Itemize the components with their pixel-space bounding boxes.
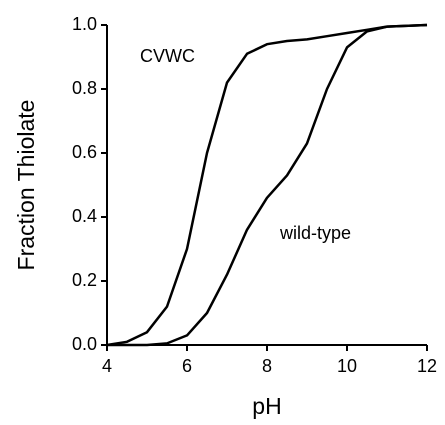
y-tick-label: 0.4 [72, 206, 97, 226]
x-axis-title: pH [252, 393, 281, 419]
y-tick-label: 0.0 [72, 334, 97, 354]
y-tick-label: 1.0 [72, 14, 97, 34]
y-tick-label: 0.8 [72, 78, 97, 98]
x-tick-label: 4 [102, 356, 112, 376]
y-tick-label: 0.6 [72, 142, 97, 162]
series-label: wild-type [279, 223, 351, 243]
x-tick-label: 12 [417, 356, 437, 376]
series-line [107, 23, 428, 347]
y-tick-label: 0.2 [72, 270, 97, 290]
series-label: CVWC [140, 46, 195, 66]
y-axis-title: Fraction Thiolate [13, 100, 39, 271]
x-tick-label: 10 [337, 356, 357, 376]
x-tick-label: 8 [262, 356, 272, 376]
x-tick-label: 6 [182, 356, 192, 376]
series-line [106, 23, 428, 347]
